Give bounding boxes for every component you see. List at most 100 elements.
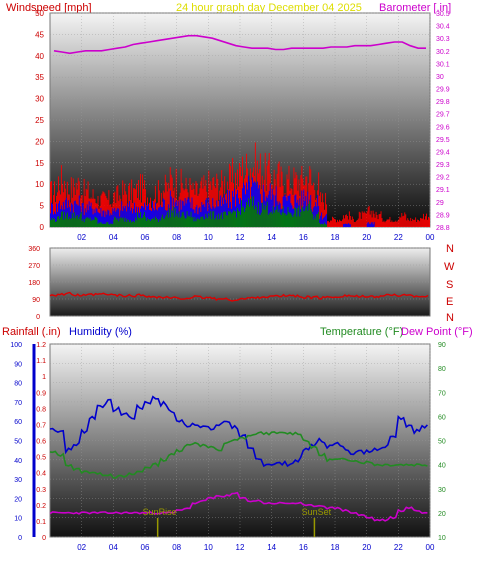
direction-y-tick: 180 (28, 280, 40, 287)
wind-x-tick: 04 (109, 233, 118, 242)
wind-axis-title: Windspeed [mph] (6, 2, 92, 14)
wind-x-tick: 18 (331, 233, 340, 242)
direction-y-tick: 270 (28, 263, 40, 270)
barometer-y-tick: 28.8 (436, 225, 450, 232)
rainfall-y-tick: 1.2 (36, 342, 46, 349)
barometer-y-tick: 29.1 (436, 187, 450, 194)
rainfall-y-tick: 0.2 (36, 503, 46, 510)
barometer-y-tick: 29.9 (436, 87, 450, 94)
climate-x-tick: 14 (267, 543, 276, 552)
low-series (50, 196, 328, 227)
climate-series (49, 395, 428, 537)
barometer-y-tick: 30.4 (436, 24, 450, 31)
compass-s: S (446, 279, 453, 291)
humidity-y-tick: 10 (14, 516, 22, 523)
barometer-y-tick: 29.4 (436, 149, 450, 156)
wind-y-tick: 0 (40, 223, 45, 232)
compass-n-bottom: N (446, 312, 454, 324)
rainfall-y-tick: 0.4 (36, 471, 46, 478)
direction-line (49, 291, 429, 302)
compass-e: E (446, 296, 453, 308)
rainfall-y-tick: 0.6 (36, 439, 46, 446)
wind-x-tick: 20 (362, 233, 371, 242)
climate-x-tick: 10 (204, 543, 213, 552)
barometer-y-tick: 29.2 (436, 175, 450, 182)
rainfall-y-tick: 0.7 (36, 422, 46, 429)
wind-x-tick: 16 (299, 233, 308, 242)
sunrise-label: SunRise (143, 507, 177, 517)
climate-x-tick: 00 (426, 543, 435, 552)
rainfall-y-tick: 0.8 (36, 406, 46, 413)
wind-x-tick: 12 (236, 233, 245, 242)
dewpoint-axis-title: Dew Point (°F) (401, 326, 473, 338)
climate-x-tick: 12 (236, 543, 245, 552)
temperature-line (49, 431, 428, 479)
temperature-y-tick: 80 (438, 366, 446, 373)
wind-series (50, 34, 430, 227)
rainfall-y-tick: 1 (42, 374, 46, 381)
humidity-y-tick: 60 (14, 419, 22, 426)
barometer-y-tick: 30.1 (436, 61, 450, 68)
climate-grid (50, 343, 431, 538)
barometer-y-tick: 29 (436, 200, 444, 207)
humidity-line (49, 395, 428, 468)
wind-x-tick: 10 (204, 233, 213, 242)
wind-x-tick: 08 (172, 233, 181, 242)
wind-x-tick: 14 (267, 233, 276, 242)
wind-x-tick: 22 (394, 233, 403, 242)
direction-y-tick: 360 (28, 246, 40, 253)
wind-x-tick: 00 (426, 233, 435, 242)
temperature-y-tick: 40 (438, 463, 446, 470)
barometer-y-tick: 30.2 (436, 49, 450, 56)
humidity-y-tick: 80 (14, 381, 22, 388)
wind-x-tick: 06 (141, 233, 150, 242)
temperature-y-tick: 20 (438, 511, 446, 518)
temperature-y-tick: 30 (438, 487, 446, 494)
wind-y-tick: 45 (35, 30, 44, 39)
graph-date-title: 24 hour graph day December 04 2025 (176, 2, 362, 14)
wind-y-tick: 50 (35, 9, 44, 18)
climate-x-tick: 18 (331, 543, 340, 552)
wind-y-tick: 5 (40, 202, 45, 211)
rainfall-axis-title: Rainfall (.in) (2, 326, 61, 338)
barometer-y-tick: 30.3 (436, 36, 450, 43)
barometer-y-tick: 29.7 (436, 112, 450, 119)
rainfall-y-tick: 0.1 (36, 519, 46, 526)
barometer-line (53, 34, 426, 55)
rainfall-y-tick: 0.5 (36, 455, 46, 462)
humidity-y-tick: 70 (14, 400, 22, 407)
barometer-y-tick: 29.3 (436, 162, 450, 169)
temperature-y-tick: 90 (438, 342, 446, 349)
compass-n-top: N (446, 243, 454, 255)
rainfall-y-tick: 0.9 (36, 390, 46, 397)
barometer-y-tick: 28.9 (436, 212, 450, 219)
humidity-y-tick: 40 (14, 458, 22, 465)
temperature-y-tick: 10 (438, 535, 446, 542)
climate-x-tick: 22 (394, 543, 403, 552)
climate-x-tick: 06 (141, 543, 150, 552)
rainfall-y-tick: 0.3 (36, 487, 46, 494)
humidity-y-tick: 30 (14, 477, 22, 484)
rainfall-y-tick: 1.1 (36, 358, 46, 365)
compass-w: W (444, 261, 455, 273)
axis-labels: 0510152025303540455028.828.92929.129.229… (10, 9, 449, 552)
humidity-y-tick: 100 (10, 342, 22, 349)
wind-x-tick: 02 (77, 233, 86, 242)
sunset-label: SunSet (302, 507, 332, 517)
climate-x-tick: 04 (109, 543, 118, 552)
rainfall-y-tick: 0 (42, 535, 46, 542)
temperature-axis-title: Temperature (°F) (320, 326, 403, 338)
wind-y-tick: 30 (35, 95, 44, 104)
temperature-y-tick: 50 (438, 439, 446, 446)
barometer-y-tick: 30.5 (436, 11, 450, 18)
humidity-y-tick: 50 (14, 439, 22, 446)
barometer-y-tick: 29.6 (436, 124, 450, 131)
climate-x-tick: 02 (77, 543, 86, 552)
dewpoint-line (49, 491, 428, 522)
wind-y-tick: 20 (35, 137, 44, 146)
climate-x-tick: 08 (172, 543, 181, 552)
wind-y-tick: 35 (35, 73, 44, 82)
direction-y-tick: 0 (36, 314, 40, 321)
wind-y-tick: 40 (35, 52, 44, 61)
